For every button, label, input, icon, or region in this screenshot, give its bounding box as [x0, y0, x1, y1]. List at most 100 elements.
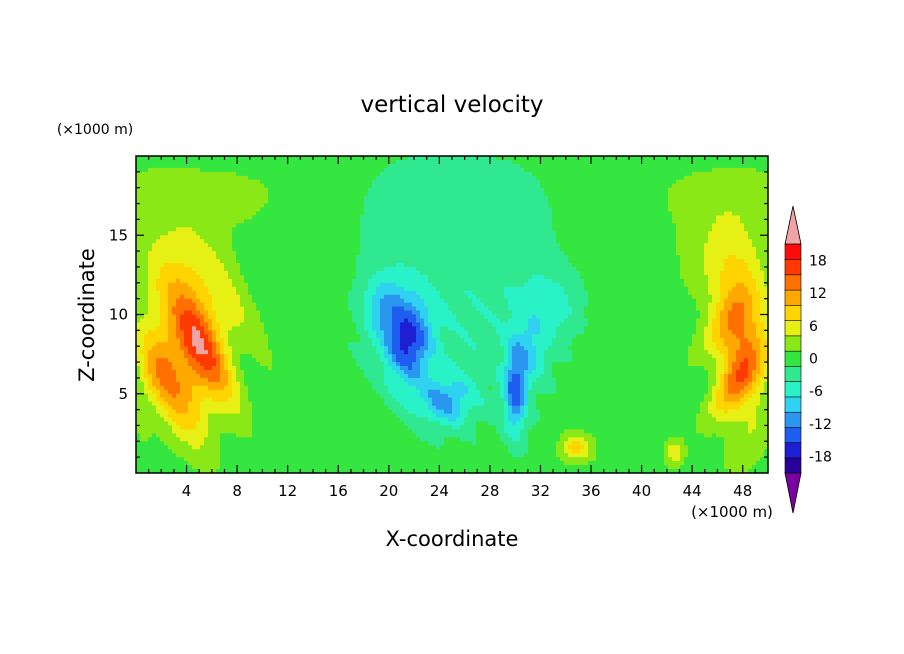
contour-cell	[192, 310, 201, 316]
contour-cell	[508, 381, 521, 387]
contour-cell	[188, 461, 221, 466]
contour-cell	[556, 326, 585, 331]
contour-cell	[572, 449, 581, 454]
contour-cell	[760, 457, 768, 462]
contour-cell	[200, 274, 229, 280]
contour-cell	[136, 330, 149, 335]
contour-cell	[144, 373, 153, 379]
x-tick-label: 12	[278, 482, 297, 500]
contour-cell	[172, 417, 201, 423]
contour-cell	[204, 338, 209, 343]
contour-cell	[348, 294, 365, 300]
contour-cell	[748, 369, 753, 375]
contour-cell	[420, 270, 581, 276]
contour-cell	[728, 255, 737, 260]
contour-cell	[744, 385, 753, 391]
x-axis: 4 8 12 16 20 24 28 32 36 40 44 48	[148, 156, 756, 500]
contour-cell	[760, 262, 768, 268]
contour-cell	[708, 290, 721, 296]
contour-cell	[472, 377, 497, 383]
contour-cell	[508, 306, 573, 312]
contour-cell	[148, 437, 161, 442]
contour-cell	[204, 282, 233, 288]
x-tick-label: 16	[329, 482, 348, 500]
contour-cell	[732, 286, 749, 292]
contour-cell	[176, 409, 189, 415]
x-tick-label: 44	[683, 482, 702, 500]
contour-cell	[176, 330, 185, 335]
contour-cell	[380, 358, 389, 363]
contour-cell	[532, 334, 557, 339]
contour-cell	[232, 346, 269, 351]
contour-cell	[248, 389, 377, 395]
contour-cell	[492, 385, 501, 391]
contour-cell	[540, 413, 697, 419]
contour-cell	[148, 167, 201, 173]
contour-cell	[724, 338, 741, 343]
contour-cell	[580, 449, 589, 454]
contour-cell	[744, 223, 768, 228]
contour-cell	[468, 373, 497, 379]
contour-cell	[508, 393, 513, 399]
contour-cell	[756, 409, 768, 415]
contour-cell	[204, 239, 233, 244]
contour-cell	[236, 286, 249, 292]
contour-cell	[192, 227, 233, 232]
contour-cell	[252, 417, 401, 423]
colorbar-box	[784, 426, 802, 444]
contour-cell	[464, 393, 481, 399]
contour-cell	[724, 302, 733, 308]
contour-cell	[144, 346, 153, 351]
contour-cell	[248, 286, 353, 292]
contour-cell	[724, 342, 741, 347]
contour-cell	[156, 397, 165, 403]
contour-cell	[724, 381, 729, 387]
contour-cell	[232, 369, 237, 375]
contour-cell	[468, 389, 481, 395]
contour-cell	[220, 358, 225, 363]
contour-cell	[420, 326, 429, 331]
contour-cell	[572, 310, 585, 316]
contour-cell	[504, 417, 509, 423]
contour-cell	[212, 346, 217, 351]
contour-cell	[396, 358, 417, 363]
contour-cell	[520, 342, 533, 347]
contour-cell	[176, 373, 201, 379]
contour-cell	[552, 342, 573, 347]
contour-cell	[568, 445, 585, 450]
contour-cell	[756, 366, 761, 371]
contour-cell	[748, 262, 761, 268]
contour-cell	[240, 385, 249, 391]
contour-cell	[596, 437, 669, 442]
contour-cell	[476, 306, 489, 312]
contour-cell	[220, 326, 233, 331]
contour-cell	[224, 350, 233, 355]
contour-cell	[136, 362, 145, 367]
contour-cell	[760, 401, 768, 407]
contour-cell	[212, 338, 217, 343]
contour-cell	[136, 207, 261, 213]
contour-cell	[664, 445, 669, 450]
contour-cell	[752, 294, 761, 300]
contour-cell	[540, 318, 565, 324]
contour-cell	[372, 342, 381, 347]
contour-cell	[424, 354, 433, 359]
contour-cell	[136, 449, 173, 454]
contour-cell	[756, 286, 768, 292]
contour-cell	[392, 310, 413, 316]
contour-cell	[720, 381, 725, 387]
contour-cell	[560, 247, 677, 252]
contour-cell	[540, 322, 561, 327]
contour-cell	[748, 469, 768, 473]
contour-cell	[232, 385, 241, 391]
contour-cell	[136, 203, 265, 209]
contour-cell	[396, 354, 417, 359]
contour-cell	[212, 326, 221, 331]
contour-cell	[732, 366, 741, 371]
contour-cell	[548, 199, 669, 205]
contour-cell	[404, 369, 421, 375]
contour-cell	[716, 314, 721, 320]
contour-cell	[760, 369, 765, 375]
contour-cell	[500, 318, 509, 324]
contour-cell	[148, 302, 161, 308]
